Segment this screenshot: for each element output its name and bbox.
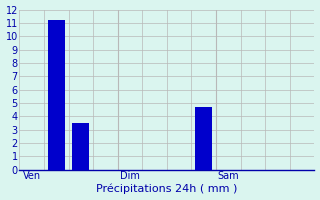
Bar [195,107,212,170]
Bar [72,123,89,170]
X-axis label: Précipitations 24h ( mm ): Précipitations 24h ( mm ) [96,184,237,194]
Bar [48,20,65,170]
